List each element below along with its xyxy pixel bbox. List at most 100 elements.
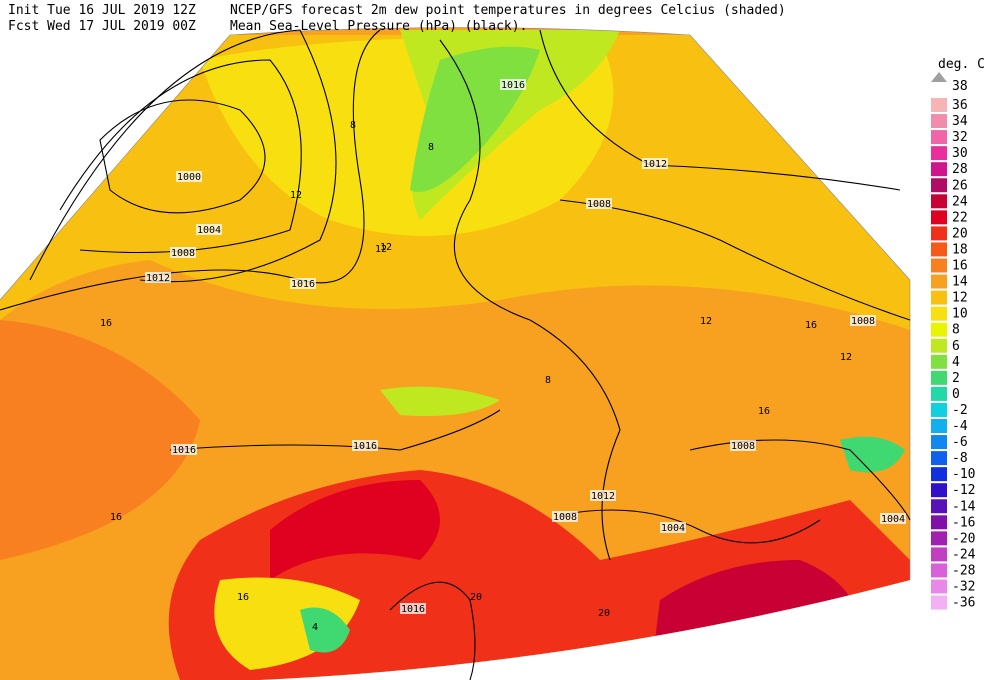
isobar-label: 1016 <box>172 445 196 456</box>
isobar-label-bg <box>730 440 756 451</box>
legend-label: -16 <box>952 515 975 530</box>
dewpoint-label: 8 <box>428 142 434 153</box>
fcst-line: Fcst Wed 17 JUL 2019 00Z <box>8 19 196 34</box>
legend-label: -8 <box>952 451 968 466</box>
legend-label: -28 <box>952 563 975 578</box>
legend-label: -32 <box>952 580 975 595</box>
isobar-label: 1008 <box>553 512 577 523</box>
legend-swatch <box>931 402 947 417</box>
legend-label: 10 <box>952 307 968 322</box>
isobar-label: 1000 <box>177 172 201 183</box>
domain-edge <box>0 27 911 580</box>
isobar-label: 1012 <box>591 491 615 502</box>
legend-swatch <box>931 306 947 321</box>
legend-label: -14 <box>952 499 976 514</box>
isobar-label-bg <box>145 272 171 283</box>
legend-swatch <box>931 467 947 482</box>
legend-swatch <box>931 162 947 177</box>
legend-swatch <box>931 226 947 241</box>
dewpoint-label: 16 <box>758 406 770 417</box>
isobar-label-bg <box>196 224 222 235</box>
isobar-label: 1012 <box>643 159 667 170</box>
dewpoint-label: 12 <box>375 244 387 255</box>
isobar-label-bg <box>552 511 578 522</box>
legend-label: -10 <box>952 467 975 482</box>
isobar-label: 1016 <box>291 279 315 290</box>
legend-swatch <box>931 194 947 209</box>
legend-label: 22 <box>952 210 968 225</box>
legend-label: -24 <box>952 547 976 562</box>
legend-swatch <box>931 547 947 562</box>
legend-label: -6 <box>952 435 968 450</box>
isobar-label-bg <box>850 315 876 326</box>
subtitle: Mean Sea-Level Pressure (hPa) (black). <box>230 19 527 34</box>
isobar-label: 1004 <box>661 523 685 534</box>
legend-label: 18 <box>952 242 968 257</box>
dewpoint-label: 4 <box>312 622 318 633</box>
isobar-label-bg <box>171 444 197 455</box>
legend-label: 14 <box>952 275 968 290</box>
legend-swatch <box>931 563 947 578</box>
legend-label: 24 <box>952 194 968 209</box>
legend-swatch <box>931 274 947 289</box>
dewpoint-label: 20 <box>598 608 610 619</box>
legend-label: 12 <box>952 291 968 306</box>
isobar-label-bg <box>880 513 906 524</box>
legend-swatch <box>931 178 947 193</box>
legend-swatch <box>931 338 947 353</box>
dewpoint-label: 16 <box>110 512 122 523</box>
legend-label: 20 <box>952 226 968 241</box>
legend-swatch <box>931 595 947 610</box>
legend-swatch <box>931 386 947 401</box>
isobar-label-bg <box>290 278 316 289</box>
isobar-label-bg <box>176 171 202 182</box>
legend-swatch <box>931 290 947 305</box>
legend-label: 4 <box>952 355 960 370</box>
dewpoint-label: 8 <box>350 120 356 131</box>
legend-label: 0 <box>952 387 960 402</box>
legend-label: 36 <box>952 98 968 113</box>
legend-label: 26 <box>952 178 968 193</box>
legend-label: 32 <box>952 130 968 145</box>
isobar-label-bg <box>500 79 526 90</box>
init-line: Init Tue 16 JUL 2019 12Z <box>8 3 196 18</box>
legend-swatch <box>931 499 947 514</box>
legend-swatch <box>931 579 947 594</box>
isobar-label: 1008 <box>171 248 195 259</box>
isobar-label: 1008 <box>731 441 755 452</box>
isobar-label: 1008 <box>851 316 875 327</box>
legend-swatch <box>931 322 947 337</box>
isobar-label: 1008 <box>587 199 611 210</box>
legend-swatch <box>931 210 947 225</box>
legend-label: 28 <box>952 162 968 177</box>
isobar-label: 1012 <box>146 273 170 284</box>
isobar-label: 1004 <box>197 225 221 236</box>
legend-swatch <box>931 419 947 433</box>
dewpoint-label: 12 <box>380 242 392 253</box>
legend-label: -20 <box>952 531 975 546</box>
legend-label: 30 <box>952 146 968 161</box>
legend-swatch <box>931 130 947 145</box>
legend-swatch <box>931 435 947 450</box>
isobar-label-bg <box>642 158 668 169</box>
dewpoint-label: 20 <box>470 592 482 603</box>
legend-swatch <box>931 515 947 530</box>
legend-label: -4 <box>952 419 968 434</box>
legend-swatch <box>931 354 947 369</box>
legend-swatch <box>931 114 947 129</box>
legend-label: -12 <box>952 483 975 498</box>
legend-label: 8 <box>952 323 960 338</box>
legend-label: -2 <box>952 403 968 418</box>
isobars <box>0 29 911 680</box>
legend-swatch <box>931 483 947 498</box>
legend-label: -36 <box>952 596 975 611</box>
dewpoint-label: 12 <box>840 352 852 363</box>
isobar-label-bg <box>170 247 196 258</box>
isobar-label: 1004 <box>881 514 905 525</box>
dewpoint-label: 16 <box>100 318 112 329</box>
legend-swatch <box>931 451 947 466</box>
title: NCEP/GFS forecast 2m dew point temperatu… <box>230 3 786 18</box>
map-labels: 1016 1012 1008 1004 1000 1016 1016 1016 1012 1008… <box>100 79 906 633</box>
